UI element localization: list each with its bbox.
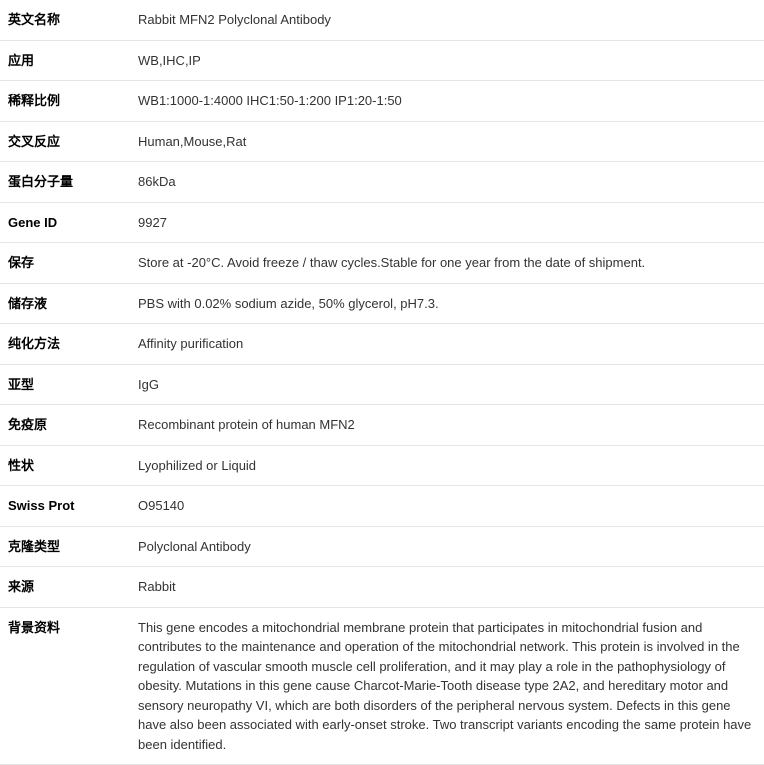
spec-label: 英文名称 <box>0 0 130 40</box>
spec-value: 9927 <box>130 202 764 243</box>
spec-label: 交叉反应 <box>0 121 130 162</box>
table-row: 背景资料 This gene encodes a mitochondrial m… <box>0 607 764 765</box>
spec-value: IgG <box>130 364 764 405</box>
spec-value: WB1:1000-1:4000 IHC1:50-1:200 IP1:20-1:5… <box>130 81 764 122</box>
spec-value: Rabbit <box>130 567 764 608</box>
table-row: Gene ID 9927 <box>0 202 764 243</box>
table-row: 免疫原 Recombinant protein of human MFN2 <box>0 405 764 446</box>
table-row: 性状 Lyophilized or Liquid <box>0 445 764 486</box>
spec-label: 保存 <box>0 243 130 284</box>
spec-label: Swiss Prot <box>0 486 130 527</box>
spec-value: O95140 <box>130 486 764 527</box>
spec-label: 纯化方法 <box>0 324 130 365</box>
spec-value: Polyclonal Antibody <box>130 526 764 567</box>
table-row: 应用 WB,IHC,IP <box>0 40 764 81</box>
table-row: 克隆类型 Polyclonal Antibody <box>0 526 764 567</box>
table-row: 交叉反应 Human,Mouse,Rat <box>0 121 764 162</box>
spec-label: Gene ID <box>0 202 130 243</box>
spec-label: 来源 <box>0 567 130 608</box>
table-row: 纯化方法 Affinity purification <box>0 324 764 365</box>
table-row: 来源 Rabbit <box>0 567 764 608</box>
spec-value: Lyophilized or Liquid <box>130 445 764 486</box>
spec-value: This gene encodes a mitochondrial membra… <box>130 607 764 765</box>
spec-value: 86kDa <box>130 162 764 203</box>
table-row: 保存 Store at -20°C. Avoid freeze / thaw c… <box>0 243 764 284</box>
table-row: 亚型 IgG <box>0 364 764 405</box>
spec-label: 性状 <box>0 445 130 486</box>
table-row: 储存液 PBS with 0.02% sodium azide, 50% gly… <box>0 283 764 324</box>
spec-label: 稀释比例 <box>0 81 130 122</box>
spec-value: PBS with 0.02% sodium azide, 50% glycero… <box>130 283 764 324</box>
spec-label: 免疫原 <box>0 405 130 446</box>
spec-tbody: 英文名称 Rabbit MFN2 Polyclonal Antibody 应用 … <box>0 0 764 765</box>
spec-value: Store at -20°C. Avoid freeze / thaw cycl… <box>130 243 764 284</box>
spec-label: 背景资料 <box>0 607 130 765</box>
table-row: 蛋白分子量 86kDa <box>0 162 764 203</box>
spec-label: 亚型 <box>0 364 130 405</box>
spec-label: 克隆类型 <box>0 526 130 567</box>
spec-value: Rabbit MFN2 Polyclonal Antibody <box>130 0 764 40</box>
table-row: 英文名称 Rabbit MFN2 Polyclonal Antibody <box>0 0 764 40</box>
product-spec-table: 英文名称 Rabbit MFN2 Polyclonal Antibody 应用 … <box>0 0 764 765</box>
spec-value: Affinity purification <box>130 324 764 365</box>
spec-label: 应用 <box>0 40 130 81</box>
spec-label: 蛋白分子量 <box>0 162 130 203</box>
spec-value: Recombinant protein of human MFN2 <box>130 405 764 446</box>
table-row: 稀释比例 WB1:1000-1:4000 IHC1:50-1:200 IP1:2… <box>0 81 764 122</box>
spec-label: 储存液 <box>0 283 130 324</box>
spec-value: Human,Mouse,Rat <box>130 121 764 162</box>
spec-value: WB,IHC,IP <box>130 40 764 81</box>
table-row: Swiss Prot O95140 <box>0 486 764 527</box>
